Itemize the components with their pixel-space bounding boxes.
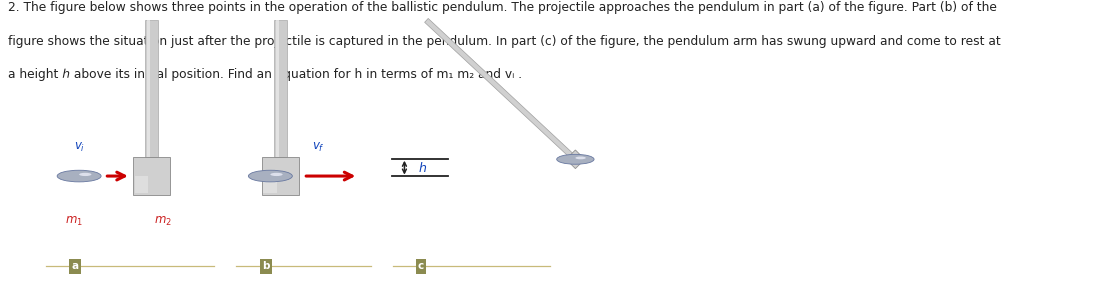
Text: $v_i$: $v_i$ xyxy=(74,141,85,154)
Text: a: a xyxy=(71,261,78,271)
FancyBboxPatch shape xyxy=(135,176,148,193)
Text: $v_f$: $v_f$ xyxy=(312,141,325,154)
Circle shape xyxy=(576,157,586,159)
Circle shape xyxy=(270,173,282,176)
Circle shape xyxy=(248,170,292,182)
FancyBboxPatch shape xyxy=(264,176,277,193)
Text: 2. The figure below shows three points in the operation of the ballistic pendulu: 2. The figure below shows three points i… xyxy=(8,1,997,15)
Circle shape xyxy=(57,170,101,182)
FancyBboxPatch shape xyxy=(133,157,170,195)
Text: c: c xyxy=(418,261,424,271)
Polygon shape xyxy=(424,18,577,161)
Text: $m_2$: $m_2$ xyxy=(154,215,171,228)
Text: b: b xyxy=(263,261,269,271)
FancyBboxPatch shape xyxy=(274,20,287,157)
Text: $h$: $h$ xyxy=(418,161,426,175)
Circle shape xyxy=(79,173,91,176)
FancyBboxPatch shape xyxy=(262,157,299,195)
Text: $m_1$: $m_1$ xyxy=(65,215,82,228)
Circle shape xyxy=(557,154,595,164)
Text: a height ℎ above its initial position. Find an equation for h in terms of m₁ m₂ : a height ℎ above its initial position. F… xyxy=(8,68,522,81)
Polygon shape xyxy=(566,150,585,168)
Text: figure shows the situation just after the projectile is captured in the pendulum: figure shows the situation just after th… xyxy=(8,35,1000,48)
FancyBboxPatch shape xyxy=(145,20,158,157)
FancyBboxPatch shape xyxy=(276,20,279,157)
FancyBboxPatch shape xyxy=(147,20,151,157)
